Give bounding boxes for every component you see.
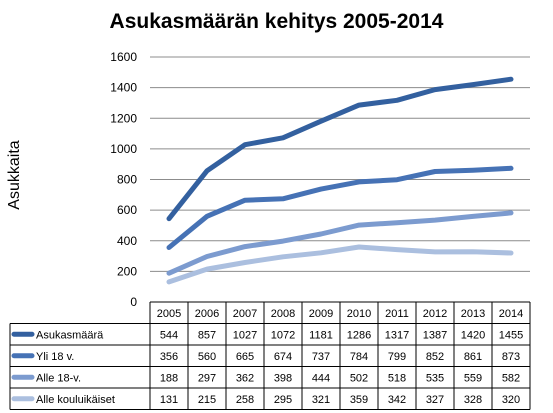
y-tick-label: 200: [117, 264, 137, 278]
data-label: 342: [388, 394, 406, 406]
data-label: 1317: [385, 330, 409, 342]
data-label: 215: [198, 394, 216, 406]
data-label: 297: [198, 373, 216, 385]
x-tick-label: 2011: [385, 308, 409, 320]
data-label: 1027: [233, 330, 257, 342]
data-label: 665: [236, 351, 254, 363]
legend-label: Alle kouluikäiset: [36, 394, 115, 406]
data-label: 559: [464, 373, 482, 385]
series-line: [166, 165, 514, 250]
data-label: 582: [502, 373, 520, 385]
data-label: 1181: [309, 330, 333, 342]
data-label: 320: [502, 394, 520, 406]
y-tick-label: 1400: [110, 81, 137, 95]
data-label: 362: [236, 373, 254, 385]
data-label: 518: [388, 373, 406, 385]
data-label: 857: [198, 330, 216, 342]
data-label: 1455: [499, 330, 523, 342]
data-label: 398: [274, 373, 292, 385]
data-label: 1420: [461, 330, 485, 342]
data-label: 188: [160, 373, 178, 385]
x-tick-label: 2008: [271, 308, 295, 320]
data-label: 784: [350, 351, 368, 363]
x-tick-label: 2006: [195, 308, 219, 320]
series-line: [166, 76, 514, 222]
chart-title: Asukasmäärän kehitys 2005-2014: [109, 10, 444, 33]
data-label: 535: [426, 373, 444, 385]
x-tick-label: 2005: [157, 308, 181, 320]
legend-label: Alle 18-v.: [36, 373, 81, 385]
series-line: [166, 244, 514, 285]
y-tick-label: 1600: [110, 50, 137, 64]
data-label: 737: [312, 351, 330, 363]
y-tick-label: 0: [130, 295, 137, 309]
y-tick-label: 400: [117, 234, 137, 248]
data-label: 359: [350, 394, 368, 406]
data-table: 2005 2006 2007 2008 2009 2010 2011 2012 2013 2014…: [9, 301, 531, 410]
data-label: 327: [426, 394, 444, 406]
gridlines: [150, 56, 530, 303]
data-label: 258: [236, 394, 254, 406]
data-label: 861: [464, 351, 482, 363]
legend-label: Asukasmäärä: [36, 330, 104, 342]
series-line: [166, 210, 514, 276]
x-tick-label: 2010: [347, 308, 371, 320]
y-tick-label: 1200: [110, 111, 137, 125]
data-label: 295: [274, 394, 292, 406]
x-tick-label: 2013: [461, 308, 485, 320]
y-tick-label: 1000: [110, 142, 137, 156]
y-tick-label: 600: [117, 203, 137, 217]
data-label: 328: [464, 394, 482, 406]
data-label: 502: [350, 373, 368, 385]
data-label: 560: [198, 351, 216, 363]
x-tick-label: 2012: [423, 308, 447, 320]
series-lines: [166, 76, 514, 285]
data-label: 873: [502, 351, 520, 363]
data-label: 444: [312, 373, 330, 385]
y-tick-labels: 0 200 400 600 800 1000 1200 1400 1600: [110, 50, 137, 309]
data-label: 321: [312, 394, 330, 406]
x-tick-label: 2009: [309, 308, 333, 320]
data-label: 1072: [271, 330, 295, 342]
x-tick-label: 2007: [233, 308, 257, 320]
data-label: 356: [160, 351, 178, 363]
data-label: 1286: [347, 330, 371, 342]
legend-label: Yli 18 v.: [36, 351, 74, 363]
data-label: 852: [426, 351, 444, 363]
y-tick-label: 800: [117, 173, 137, 187]
data-label: 674: [274, 351, 292, 363]
data-label: 131: [160, 394, 178, 406]
x-tick-label: 2014: [499, 308, 523, 320]
data-label: 1387: [423, 330, 447, 342]
data-label: 799: [388, 351, 406, 363]
data-label: 544: [160, 330, 178, 342]
